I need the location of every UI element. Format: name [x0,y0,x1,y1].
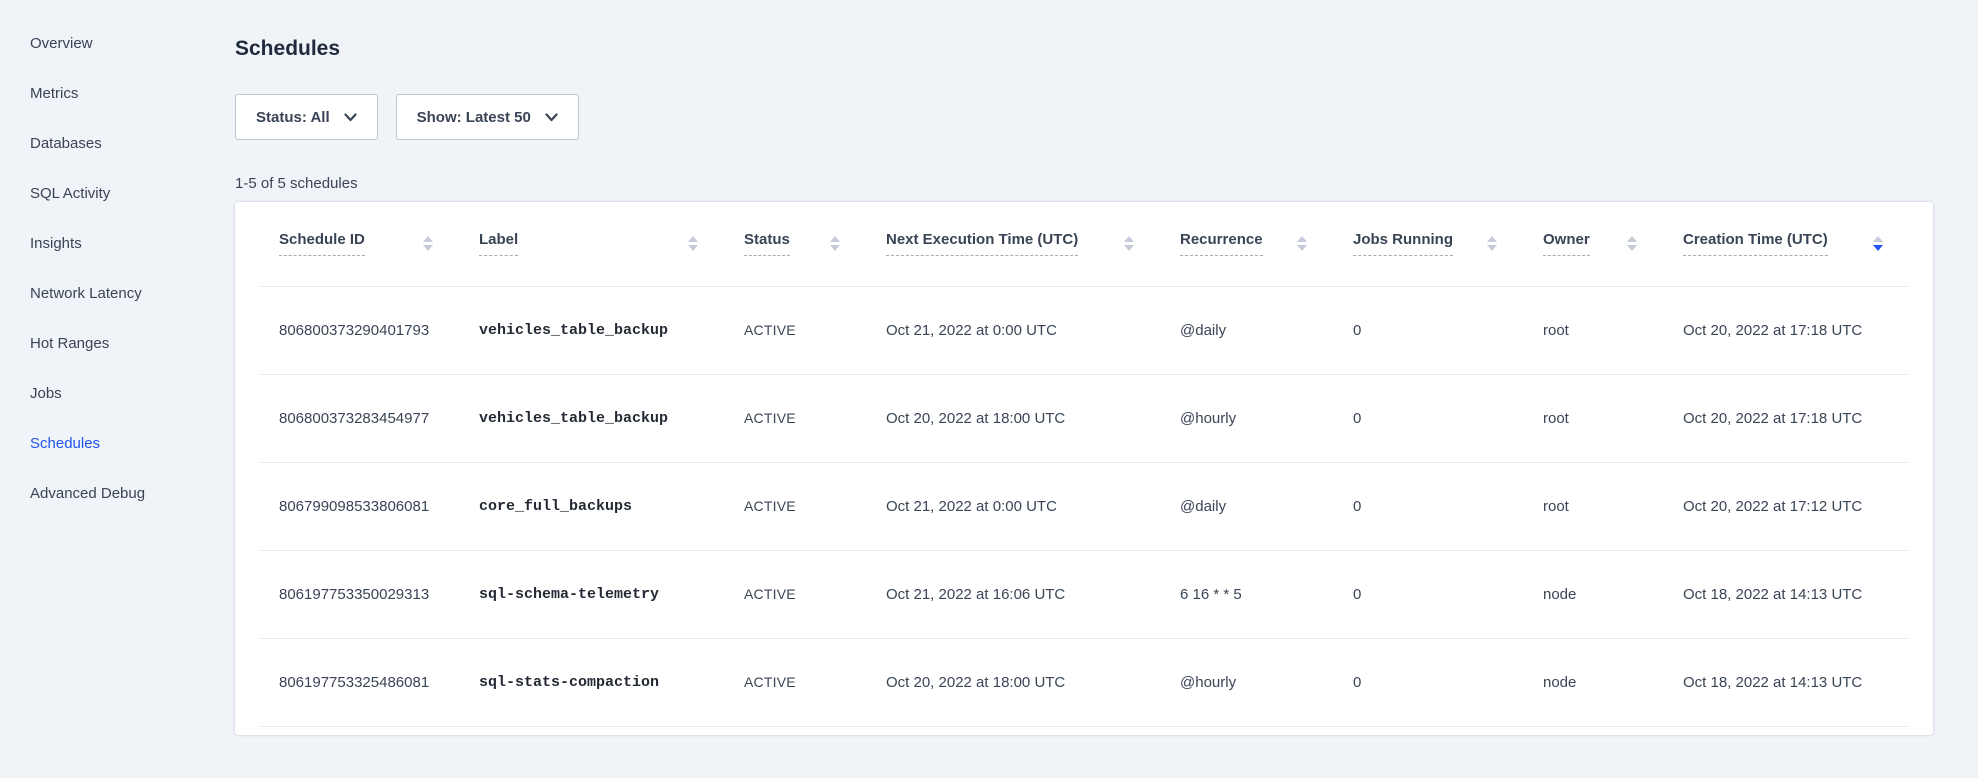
column-header-creation-time-utc[interactable]: Creation Time (UTC) [1663,202,1909,286]
main-content: Schedules Status: All Show: Latest 50 1-… [235,0,1978,778]
cell-label: sql-stats-compaction [479,673,660,691]
table-row[interactable]: 806197753325486081 sql-stats-compaction AC… [259,638,1909,727]
cell-recurrence: @daily [1180,321,1227,339]
status-filter-dropdown[interactable]: Status: All [235,94,378,141]
sort-icon[interactable] [1627,236,1637,252]
cell-creation-time: Oct 18, 2022 at 14:13 UTC [1683,673,1863,691]
sort-icon[interactable] [1124,236,1134,252]
cell-id: 806197753325486081 [279,673,430,691]
show-filter-dropdown[interactable]: Show: Latest 50 [395,94,579,141]
cell-jobs-running: 0 [1353,497,1362,515]
sidebar-item-overview[interactable]: Overview [30,35,93,52]
sidebar-item-databases[interactable]: Databases [30,135,102,152]
column-label: Schedule ID [279,231,365,257]
column-label: Next Execution Time (UTC) [886,231,1079,257]
table-row[interactable]: 806197753350029313 sql-schema-telemetry AC… [259,550,1909,638]
results-count: 1-5 of 5 schedules [235,175,358,193]
cell-status: ACTIVE [744,498,796,515]
column-header-schedule-id[interactable]: Schedule ID [259,202,459,286]
column-header-next-execution-time-utc[interactable]: Next Execution Time (UTC) [866,202,1160,286]
column-header-owner[interactable]: Owner [1523,202,1663,286]
cell-owner: node [1543,673,1577,691]
cell-next-execution: Oct 21, 2022 at 0:00 UTC [886,321,1057,339]
chevron-down-icon [344,112,357,121]
sidebar-item-schedules[interactable]: Schedules [30,435,101,452]
sidebar-item-hot-ranges[interactable]: Hot Ranges [30,335,110,352]
table-row[interactable]: 806800373283454977 vehicles_table_backup A… [259,374,1909,462]
cell-id: 806799098533806081 [279,497,430,515]
cell-next-execution: Oct 20, 2022 at 18:00 UTC [886,409,1066,427]
sort-icon[interactable] [423,236,433,252]
sidebar-item-jobs[interactable]: Jobs [30,385,62,402]
cell-owner: root [1543,497,1569,515]
cell-id: 806800373283454977 [279,409,430,427]
status-filter-label: Status: All [256,108,330,126]
sidebar-item-network-latency[interactable]: Network Latency [30,285,142,302]
cell-jobs-running: 0 [1353,321,1362,339]
column-header-recurrence[interactable]: Recurrence [1160,202,1333,286]
table-header-row: Schedule ID Label Status Next Execution Tim… [259,202,1909,286]
table-row[interactable]: 806800373290401793 vehicles_table_backup A… [259,286,1909,374]
cell-jobs-running: 0 [1353,409,1362,427]
table-row[interactable]: 806799098533806081 core_full_backups ACTIV… [259,462,1909,550]
cell-owner: root [1543,321,1569,339]
cell-owner: node [1543,585,1577,603]
column-label: Status [744,231,790,257]
cell-id: 806197753350029313 [279,585,430,603]
cell-creation-time: Oct 20, 2022 at 17:18 UTC [1683,409,1863,427]
cell-next-execution: Oct 21, 2022 at 16:06 UTC [886,585,1066,603]
cell-status: ACTIVE [744,674,796,691]
cell-label: vehicles_table_backup [479,321,669,339]
cell-creation-time: Oct 18, 2022 at 14:13 UTC [1683,585,1863,603]
chevron-down-icon [545,112,558,121]
column-label: Recurrence [1180,231,1263,257]
schedules-table: Schedule ID Label Status Next Execution Tim… [259,202,1909,727]
sort-icon[interactable] [688,236,698,252]
cell-id: 806800373290401793 [279,321,430,339]
sidebar-item-sql-activity[interactable]: SQL Activity [30,185,111,202]
sort-icon[interactable] [1873,236,1883,252]
cell-creation-time: Oct 20, 2022 at 17:12 UTC [1683,497,1863,515]
cell-recurrence: 6 16 * * 5 [1180,585,1242,603]
cell-status: ACTIVE [744,586,796,603]
sidebar-item-advanced-debug[interactable]: Advanced Debug [30,485,146,502]
table-body: 806800373290401793 vehicles_table_backup A… [259,286,1909,727]
show-filter-label: Show: Latest 50 [416,108,531,126]
cell-jobs-running: 0 [1353,585,1362,603]
column-header-label[interactable]: Label [459,202,724,286]
column-label: Creation Time (UTC) [1683,231,1828,257]
cell-label: sql-schema-telemetry [479,585,660,603]
cell-owner: root [1543,409,1569,427]
cell-status: ACTIVE [744,410,796,427]
cell-status: ACTIVE [744,322,796,339]
cell-creation-time: Oct 20, 2022 at 17:18 UTC [1683,321,1863,339]
column-header-jobs-running[interactable]: Jobs Running [1333,202,1523,286]
page-title: Schedules [235,37,341,61]
column-label: Owner [1543,231,1590,257]
cell-jobs-running: 0 [1353,673,1362,691]
sidebar-nav: Overview Metrics Databases SQL Activity Insi… [0,0,235,778]
cell-recurrence: @hourly [1180,673,1237,691]
cell-recurrence: @hourly [1180,409,1237,427]
cell-label: core_full_backups [479,497,633,515]
cell-next-execution: Oct 20, 2022 at 18:00 UTC [886,673,1066,691]
sort-icon[interactable] [1297,236,1307,252]
sort-icon[interactable] [830,236,840,252]
column-header-status[interactable]: Status [724,202,866,286]
sidebar-item-insights[interactable]: Insights [30,235,82,252]
schedules-table-card: Schedule ID Label Status Next Execution Tim… [235,202,1933,735]
cell-recurrence: @daily [1180,497,1227,515]
filter-bar: Status: All Show: Latest 50 [235,94,1933,141]
column-label: Jobs Running [1353,231,1453,257]
sort-icon[interactable] [1487,236,1497,252]
cell-label: vehicles_table_backup [479,409,669,427]
cell-next-execution: Oct 21, 2022 at 0:00 UTC [886,497,1057,515]
column-label: Label [479,231,519,257]
table-header: Schedule ID Label Status Next Execution Tim… [259,202,1909,286]
sidebar-item-metrics[interactable]: Metrics [30,85,79,102]
